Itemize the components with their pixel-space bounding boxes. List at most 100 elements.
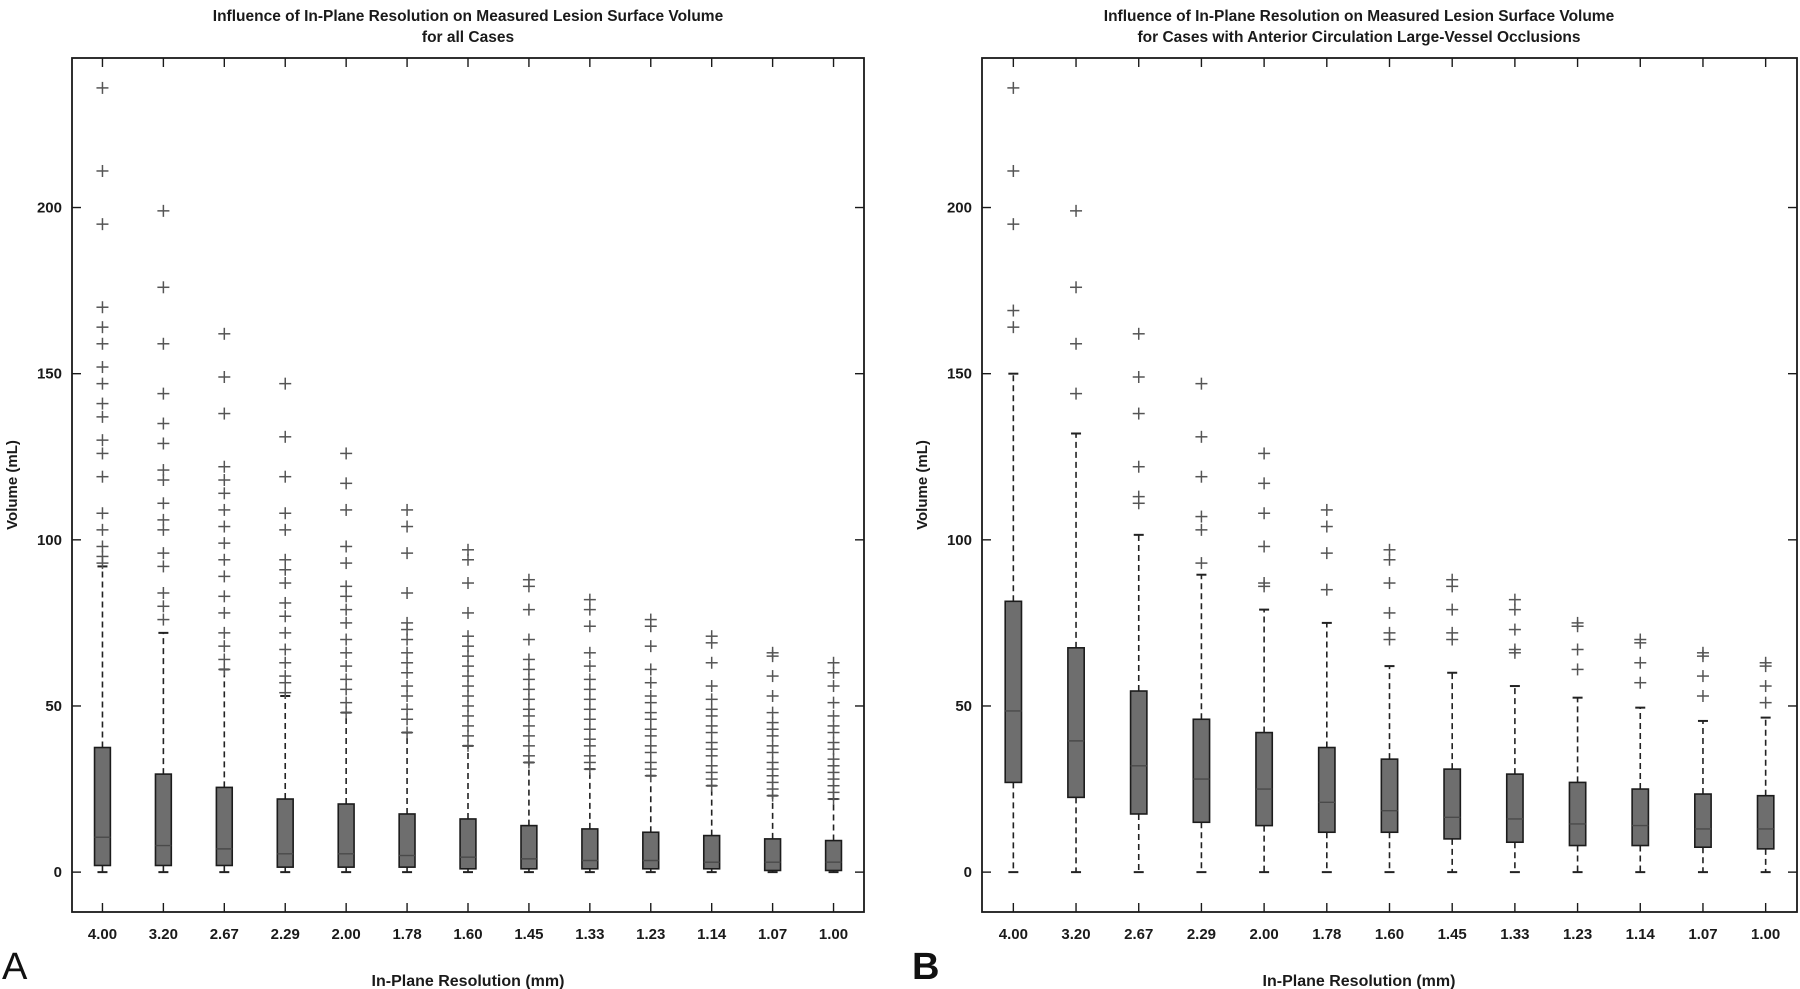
outlier-marker: [1446, 626, 1459, 639]
y-tick-label: 50: [45, 698, 62, 715]
outlier-marker: [401, 646, 414, 659]
outlier-marker: [1132, 371, 1145, 384]
outlier-marker: [279, 430, 292, 443]
outlier-marker: [522, 653, 535, 666]
outlier-marker: [218, 570, 231, 583]
outlier-marker: [218, 520, 231, 533]
box-1.23: [1568, 616, 1587, 874]
x-tick-label: 1.60: [453, 926, 482, 943]
outlier-marker: [340, 660, 353, 673]
panel-b-chart: Influence of In-Plane Resolution on Meas…: [914, 8, 1798, 989]
outlier-marker: [401, 680, 414, 693]
iqr-box: [93, 746, 112, 867]
box-2.67: [1129, 327, 1148, 874]
box-1.14: [702, 630, 721, 874]
outlier-marker: [522, 573, 535, 586]
outlier-marker: [218, 474, 231, 487]
iqr-box: [459, 818, 477, 870]
outlier-marker: [583, 673, 596, 686]
outlier-marker: [1132, 327, 1145, 340]
x-tick-label: 1.00: [819, 926, 848, 943]
outlier-marker: [218, 653, 231, 666]
outlier-marker: [1070, 337, 1083, 350]
box-1.00: [1756, 656, 1775, 874]
outlier-marker: [96, 377, 109, 390]
outlier-marker: [340, 447, 353, 460]
box-1.07: [763, 646, 782, 874]
box-1.23: [642, 613, 660, 874]
outlier-marker: [340, 603, 353, 616]
x-tick-label: 1.00: [1751, 926, 1780, 943]
box-1.45: [520, 573, 538, 874]
outlier-marker: [279, 577, 292, 590]
outlier-marker: [827, 709, 840, 722]
outlier-marker: [218, 553, 231, 566]
iqr-box: [1380, 758, 1399, 834]
outlier-marker: [1696, 670, 1709, 683]
outlier-marker: [1195, 430, 1208, 443]
y-tick-label: 200: [37, 200, 62, 217]
outlier-marker: [279, 553, 292, 566]
x-tick-label: 1.33: [1500, 926, 1529, 943]
outlier-marker: [1320, 503, 1333, 516]
outlier-marker: [644, 613, 657, 626]
outlier-marker: [1383, 577, 1396, 590]
x-tick-label: 1.60: [1375, 926, 1404, 943]
outlier-marker: [1070, 204, 1083, 217]
outlier-marker: [218, 606, 231, 619]
iqr-box: [824, 839, 843, 872]
x-tick-label: 1.14: [697, 926, 727, 943]
outlier-marker: [705, 656, 718, 669]
box-2.29: [1192, 377, 1211, 874]
outlier-marker: [401, 703, 414, 716]
outlier-marker: [401, 547, 414, 560]
iqr-box: [1756, 794, 1775, 850]
outlier-marker: [766, 670, 779, 683]
iqr-box: [520, 824, 538, 870]
outlier-marker: [157, 281, 170, 294]
outlier-marker: [279, 670, 292, 683]
x-tick-label: 1.45: [1438, 926, 1467, 943]
iqr-box: [398, 813, 416, 868]
outlier-marker: [157, 437, 170, 450]
box-1.60: [459, 543, 477, 874]
iqr-box: [276, 798, 294, 868]
outlier-marker: [279, 643, 292, 656]
outlier-marker: [401, 503, 414, 516]
outlier-marker: [1383, 606, 1396, 619]
outlier-marker: [766, 706, 779, 719]
outlier-marker: [340, 580, 353, 593]
outlier-marker: [340, 616, 353, 629]
outlier-marker: [827, 696, 840, 709]
box-4.00: [1004, 81, 1023, 874]
outlier-marker: [279, 626, 292, 639]
iqr-box: [1443, 768, 1462, 840]
iqr-box: [642, 831, 660, 870]
box-1.45: [1443, 573, 1462, 874]
outlier-marker: [96, 218, 109, 231]
outlier-marker: [705, 693, 718, 706]
outlier-marker: [1634, 633, 1647, 646]
outlier-marker: [157, 586, 170, 599]
outlier-marker: [218, 626, 231, 639]
box-3.20: [154, 204, 173, 874]
outlier-marker: [766, 646, 779, 659]
outlier-marker: [644, 640, 657, 653]
outlier-marker: [1007, 164, 1020, 177]
outlier-marker: [96, 470, 109, 483]
outlier-marker: [218, 537, 231, 550]
outlier-marker: [644, 676, 657, 689]
outlier-marker: [96, 507, 109, 520]
outlier-marker: [583, 593, 596, 606]
outlier-marker: [644, 690, 657, 703]
outlier-marker: [157, 337, 170, 350]
outlier-marker: [279, 596, 292, 609]
outlier-marker: [583, 620, 596, 633]
y-axis-label: Volume (mL): [4, 440, 21, 530]
panel-label-b: B: [912, 946, 940, 988]
outlier-marker: [218, 371, 231, 384]
outlier-marker: [1320, 547, 1333, 560]
outlier-marker: [157, 547, 170, 560]
box-1.33: [581, 593, 599, 874]
x-tick-label: 1.78: [1312, 926, 1341, 943]
